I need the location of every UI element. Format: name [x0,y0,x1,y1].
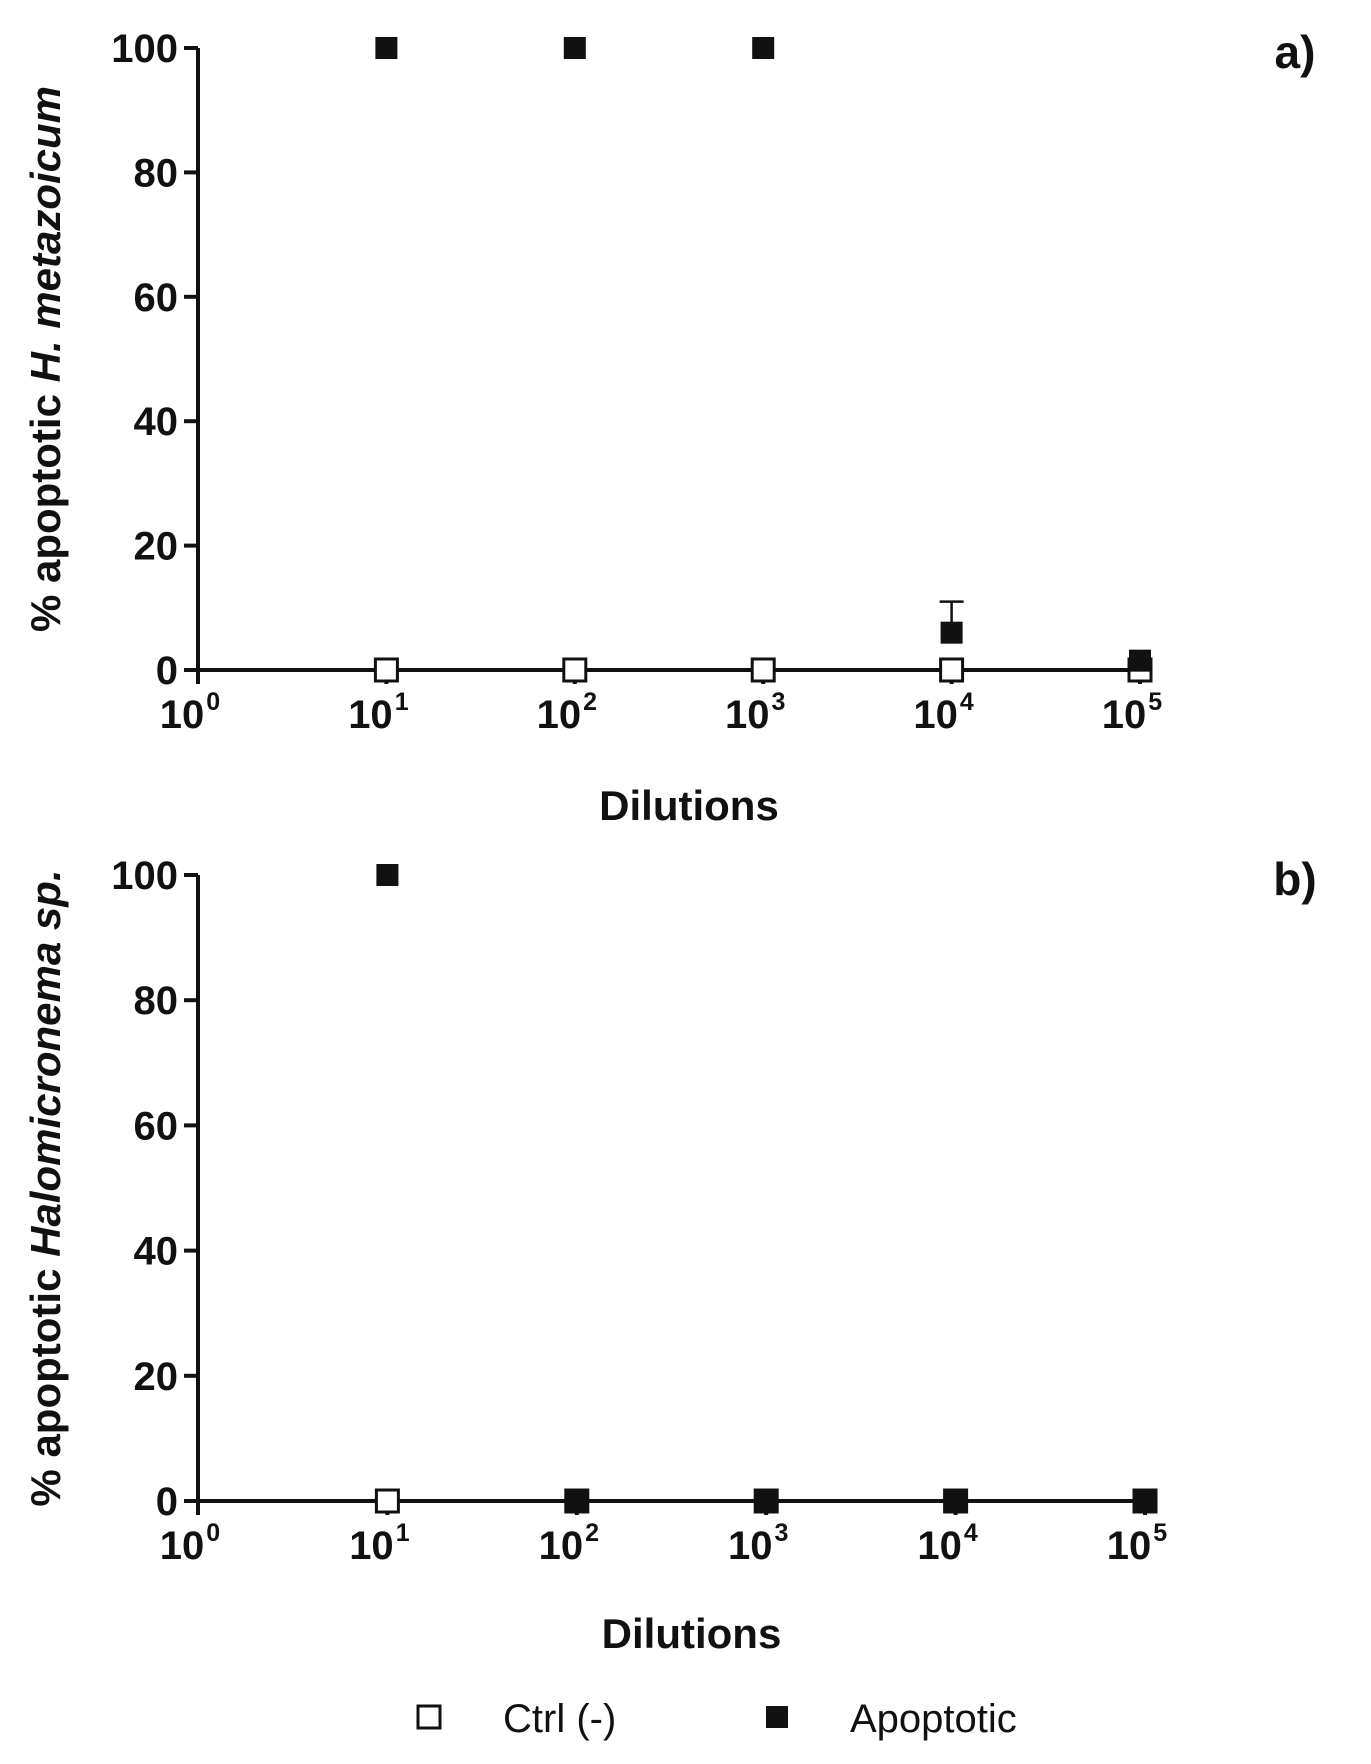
panel-tag: b) [1273,853,1316,905]
chart-panel-b: 0 20 40 60 80 100 100 101 102 103 104 105 % apoptoti… [22,853,1317,1657]
x-tick-label: 103 [725,688,785,737]
x-axis-title: Dilutions [602,1610,782,1657]
y-tick-label: 60 [134,276,179,320]
x-tick-label: 102 [539,1519,599,1568]
x-tick-label: 105 [1102,688,1163,737]
data-point-apoptotic [755,1490,778,1512]
legend-apoptotic-label: Apoptotic [850,1697,1017,1741]
data-point-apoptotic [1134,1490,1156,1512]
data-point-apoptotic [563,37,586,59]
y-tick-label: 100 [111,854,178,898]
panel-tag: a) [1275,26,1316,78]
chart-panel-a: 0 20 40 60 80 100 100 101 102 103 104 105 % apoptoti… [22,26,1315,829]
y-axis-title: % apoptotic Halomicronema sp. [22,869,69,1506]
x-tick-label: 105 [1107,1519,1168,1568]
x-tick-label: 104 [913,688,974,737]
y-tick-label: 20 [134,525,179,569]
data-point-ctrl [374,1488,400,1514]
y-tick-label: 40 [134,400,179,444]
x-axis-title: Dilutions [599,782,779,829]
y-tick-label: 100 [111,27,178,71]
data-point-apoptotic [565,1490,588,1512]
x-tick-label: 102 [537,688,597,737]
y-tick-label: 80 [134,979,179,1023]
data-point-apoptotic [940,621,963,644]
legend-ctrl-marker [416,1704,442,1730]
x-tick-label: 100 [160,688,220,737]
y-tick-label: 0 [156,1480,178,1524]
series-apoptotic [375,37,1151,672]
y-tick-label: 40 [134,1230,179,1274]
chart-panels: 0 20 40 60 80 100 100 101 102 103 104 105 % apoptoti… [22,26,1317,1657]
y-tick-label: 80 [134,151,179,195]
x-tick-label: 101 [348,688,409,737]
data-point-ctrl [562,657,588,683]
x-tick-label: 104 [917,1519,978,1568]
data-point-apoptotic [376,864,399,886]
data-point-ctrl [750,657,776,683]
data-point-apoptotic [752,37,775,59]
data-point-ctrl [939,657,965,683]
x-tick-label: 101 [349,1519,410,1568]
y-axis-title: % apoptotic H. metazoicum [22,86,69,632]
x-tick-label: 103 [728,1519,788,1568]
y-tick-label: 0 [156,649,178,693]
legend: Ctrl (-) Apoptotic [416,1697,1017,1741]
legend-ctrl-label: Ctrl (-) [503,1697,616,1741]
legend-apoptotic-marker [766,1706,788,1728]
x-tick-label: 100 [160,1519,220,1568]
series-apoptotic [376,864,1156,1512]
data-point-apoptotic [944,1490,967,1512]
y-tick-label: 60 [134,1104,179,1148]
y-tick-label: 20 [134,1355,179,1399]
data-point-apoptotic [375,37,398,59]
data-point-apoptotic [1129,649,1151,672]
data-point-ctrl [373,657,399,683]
